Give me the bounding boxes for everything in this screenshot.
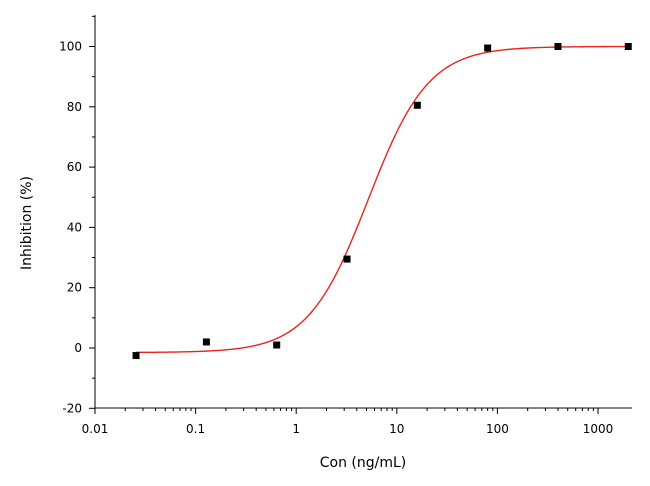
y-axis-label: Inhibition (%)	[19, 176, 35, 270]
data-point	[132, 352, 140, 360]
x-tick-label: 1	[292, 422, 300, 436]
y-tick-label: -20	[62, 401, 82, 415]
data-point	[343, 255, 351, 263]
y-axis-ticks: -20 0 20 40 60 80 100	[59, 15, 95, 415]
y-tick-label: 60	[67, 160, 82, 174]
x-axis-label: Con (ng/mL)	[320, 455, 407, 471]
y-tick-label: 80	[67, 100, 82, 114]
data-point	[273, 341, 281, 349]
data-point	[554, 43, 562, 50]
data-point	[413, 101, 421, 109]
fit-curve	[136, 45, 629, 354]
y-tick-label: 0	[74, 341, 82, 355]
data-point	[624, 43, 632, 50]
x-tick-label: 0.01	[82, 422, 109, 436]
data-points	[132, 43, 632, 360]
data-point	[202, 338, 210, 346]
x-tick-label: 100	[486, 422, 509, 436]
x-tick-label: 0.1	[186, 422, 205, 436]
y-tick-label: 20	[67, 281, 82, 295]
y-tick-label: 100	[59, 40, 82, 54]
x-axis-ticks: 0.01 0.1 1 10 100 1000	[82, 408, 614, 436]
data-point	[484, 44, 492, 52]
x-tick-label: 1000	[583, 422, 614, 436]
y-tick-label: 40	[67, 220, 82, 234]
x-tick-label: 10	[389, 422, 404, 436]
